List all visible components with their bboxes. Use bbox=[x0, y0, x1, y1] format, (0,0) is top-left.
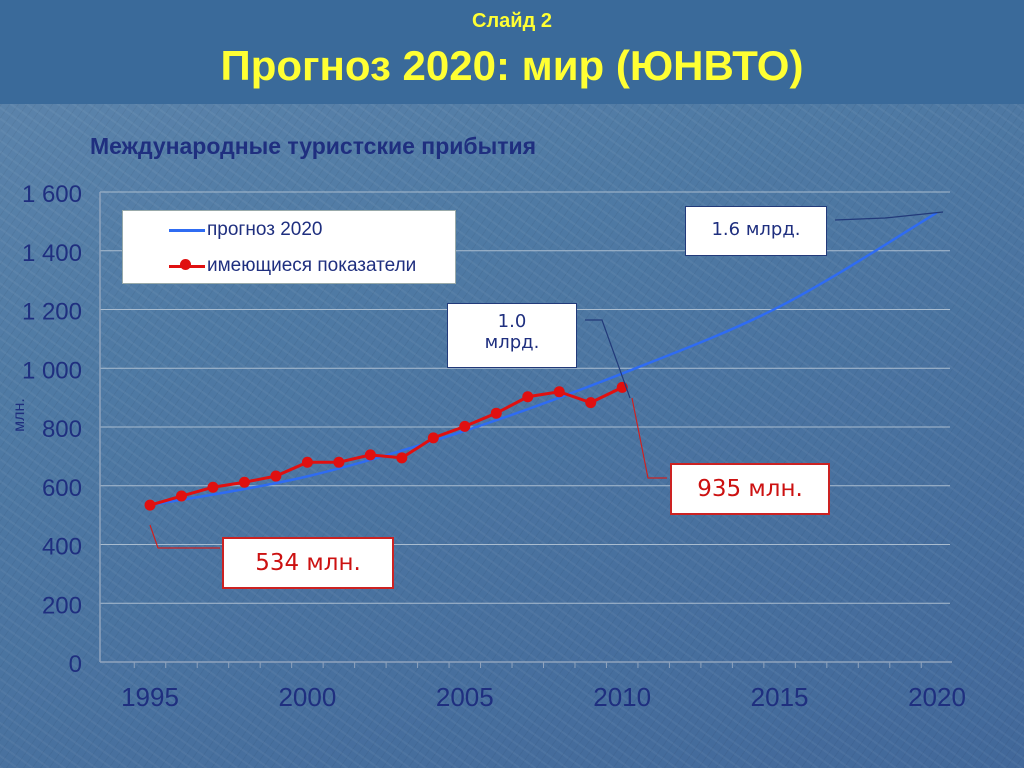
callout-value-1995-text: 534 млн. bbox=[255, 550, 361, 576]
actual-point-1997 bbox=[207, 481, 219, 493]
slide-number: Слайд 2 bbox=[472, 10, 552, 32]
x-tick-label-1: 2000 bbox=[278, 682, 336, 712]
y-tick-label-2: 400 bbox=[42, 534, 82, 561]
callout-value-2010-text: 935 млн. bbox=[697, 476, 803, 502]
y-tick-label-5: 1 000 bbox=[22, 357, 82, 384]
y-axis-label: млн. bbox=[11, 398, 28, 432]
actual-point-2007 bbox=[522, 391, 534, 403]
x-tick-label-2: 2005 bbox=[436, 682, 494, 712]
actual-point-2001 bbox=[333, 456, 345, 468]
x-tick-label-4: 2015 bbox=[751, 682, 809, 712]
actual-point-2008 bbox=[553, 386, 565, 398]
actual-point-2006 bbox=[490, 407, 502, 419]
y-tick-label-3: 600 bbox=[42, 475, 82, 502]
actual-point-2003 bbox=[396, 452, 408, 464]
actual-point-2002 bbox=[364, 449, 376, 461]
actual-point-1998 bbox=[238, 476, 250, 488]
actual-point-2009 bbox=[585, 397, 597, 409]
y-tick-label-0: 0 bbox=[69, 651, 82, 678]
series-actual-line bbox=[149, 385, 623, 507]
slide-title: Прогноз 2020: мир (ЮНВТО) bbox=[220, 42, 804, 89]
callout-one-billion: 1.0 млрд. bbox=[447, 303, 577, 368]
callout-target-2020: 1.6 млрд. bbox=[685, 206, 827, 256]
chart-title: Международные туристские прибытия bbox=[90, 133, 537, 159]
slide-header: Слайд 2 Прогноз 2020: мир (ЮНВТО) bbox=[0, 0, 1024, 104]
chart-legend: прогноз 2020 имеющиеся показатели bbox=[122, 210, 456, 284]
actual-point-1996 bbox=[175, 490, 187, 502]
x-tick-label-5: 2020 bbox=[908, 682, 966, 712]
callout-target-2020-text: 1.6 млрд. bbox=[711, 219, 801, 240]
series-forecast-line bbox=[149, 211, 938, 507]
actual-point-1995 bbox=[144, 499, 156, 511]
actual-point-2000 bbox=[301, 456, 313, 468]
y-tick-label-6: 1 200 bbox=[22, 299, 82, 326]
legend-actual-label: имеющиеся показатели bbox=[207, 255, 417, 276]
callout-value-1995: 534 млн. bbox=[222, 537, 394, 589]
legend-actual-marker bbox=[180, 259, 191, 270]
y-tick-label-1: 200 bbox=[42, 592, 82, 619]
leader-value-1995 bbox=[149, 524, 220, 549]
callout-value-2010: 935 млн. bbox=[670, 463, 830, 515]
leader-target-2020 bbox=[834, 211, 944, 221]
leader-one-billion bbox=[585, 319, 631, 399]
leader-value-2010 bbox=[631, 397, 667, 479]
legend-forecast-label: прогноз 2020 bbox=[207, 219, 323, 240]
actual-point-2005 bbox=[459, 420, 471, 432]
legend-forecast-swatch bbox=[169, 229, 205, 232]
callout-one-billion-line2: млрд. bbox=[484, 332, 540, 353]
callout-one-billion-line1: 1.0 bbox=[497, 311, 527, 332]
y-tick-label-7: 1 400 bbox=[22, 240, 82, 267]
y-tick-label-8: 1 600 bbox=[22, 181, 82, 208]
actual-point-1999 bbox=[270, 470, 282, 482]
actual-point-2004 bbox=[427, 432, 439, 444]
x-tick-label-3: 2010 bbox=[593, 682, 651, 712]
y-tick-label-4: 800 bbox=[42, 416, 82, 443]
x-tick-label-0: 1995 bbox=[121, 682, 179, 712]
